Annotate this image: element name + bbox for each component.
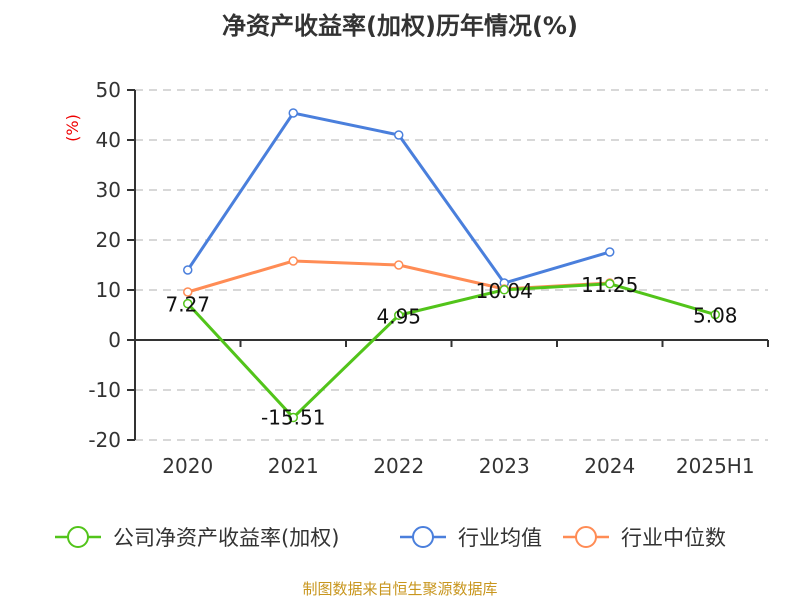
legend-label: 行业均值 (458, 526, 542, 550)
data-label: 4.95 (376, 304, 421, 328)
x-tick-label: 2021 (268, 454, 319, 478)
x-tick-label: 2025H1 (676, 454, 755, 478)
y-tick-label: -20 (88, 428, 121, 452)
data-label: 11.25 (581, 273, 638, 297)
data-point (394, 130, 404, 140)
chart-title: 净资产收益率(加权)历年情况(%) (222, 12, 578, 40)
x-tick-label: 2022 (373, 454, 424, 478)
data-point (605, 247, 615, 257)
y-tick-label: 0 (108, 328, 121, 352)
data-point (394, 260, 404, 270)
y-tick-label: -10 (88, 378, 121, 402)
data-point (288, 412, 298, 423)
y-axis-label: (%) (63, 114, 82, 142)
data-point (499, 285, 509, 295)
data-point (288, 256, 298, 266)
data-point (183, 287, 193, 297)
data-point (394, 310, 404, 320)
y-tick-label: 20 (96, 228, 121, 252)
y-tick-label: 30 (96, 178, 121, 202)
legend-label: 公司净资产收益率(加权) (113, 526, 339, 550)
data-label: 5.08 (693, 304, 738, 328)
legend-marker (412, 526, 434, 548)
data-point (605, 279, 615, 289)
y-tick-label: 40 (96, 128, 121, 152)
legend-marker (67, 526, 89, 548)
x-tick-label: 2024 (584, 454, 635, 478)
data-point (183, 265, 193, 275)
y-tick-label: 50 (96, 78, 121, 102)
data-label: -15.51 (261, 406, 325, 430)
data-point (183, 298, 193, 309)
data-label: 10.04 (476, 279, 533, 303)
y-tick-label: 10 (96, 278, 121, 302)
data-label: 7.27 (165, 293, 210, 317)
data-point (710, 309, 720, 320)
legend-marker (575, 526, 597, 548)
x-tick-label: 2023 (479, 454, 530, 478)
series-line-0 (186, 282, 716, 420)
source-footer: 制图数据来自恒生聚源数据库 (302, 580, 498, 598)
x-tick-label: 2020 (162, 454, 213, 478)
data-point (288, 108, 298, 118)
legend-label: 行业中位数 (621, 526, 726, 550)
